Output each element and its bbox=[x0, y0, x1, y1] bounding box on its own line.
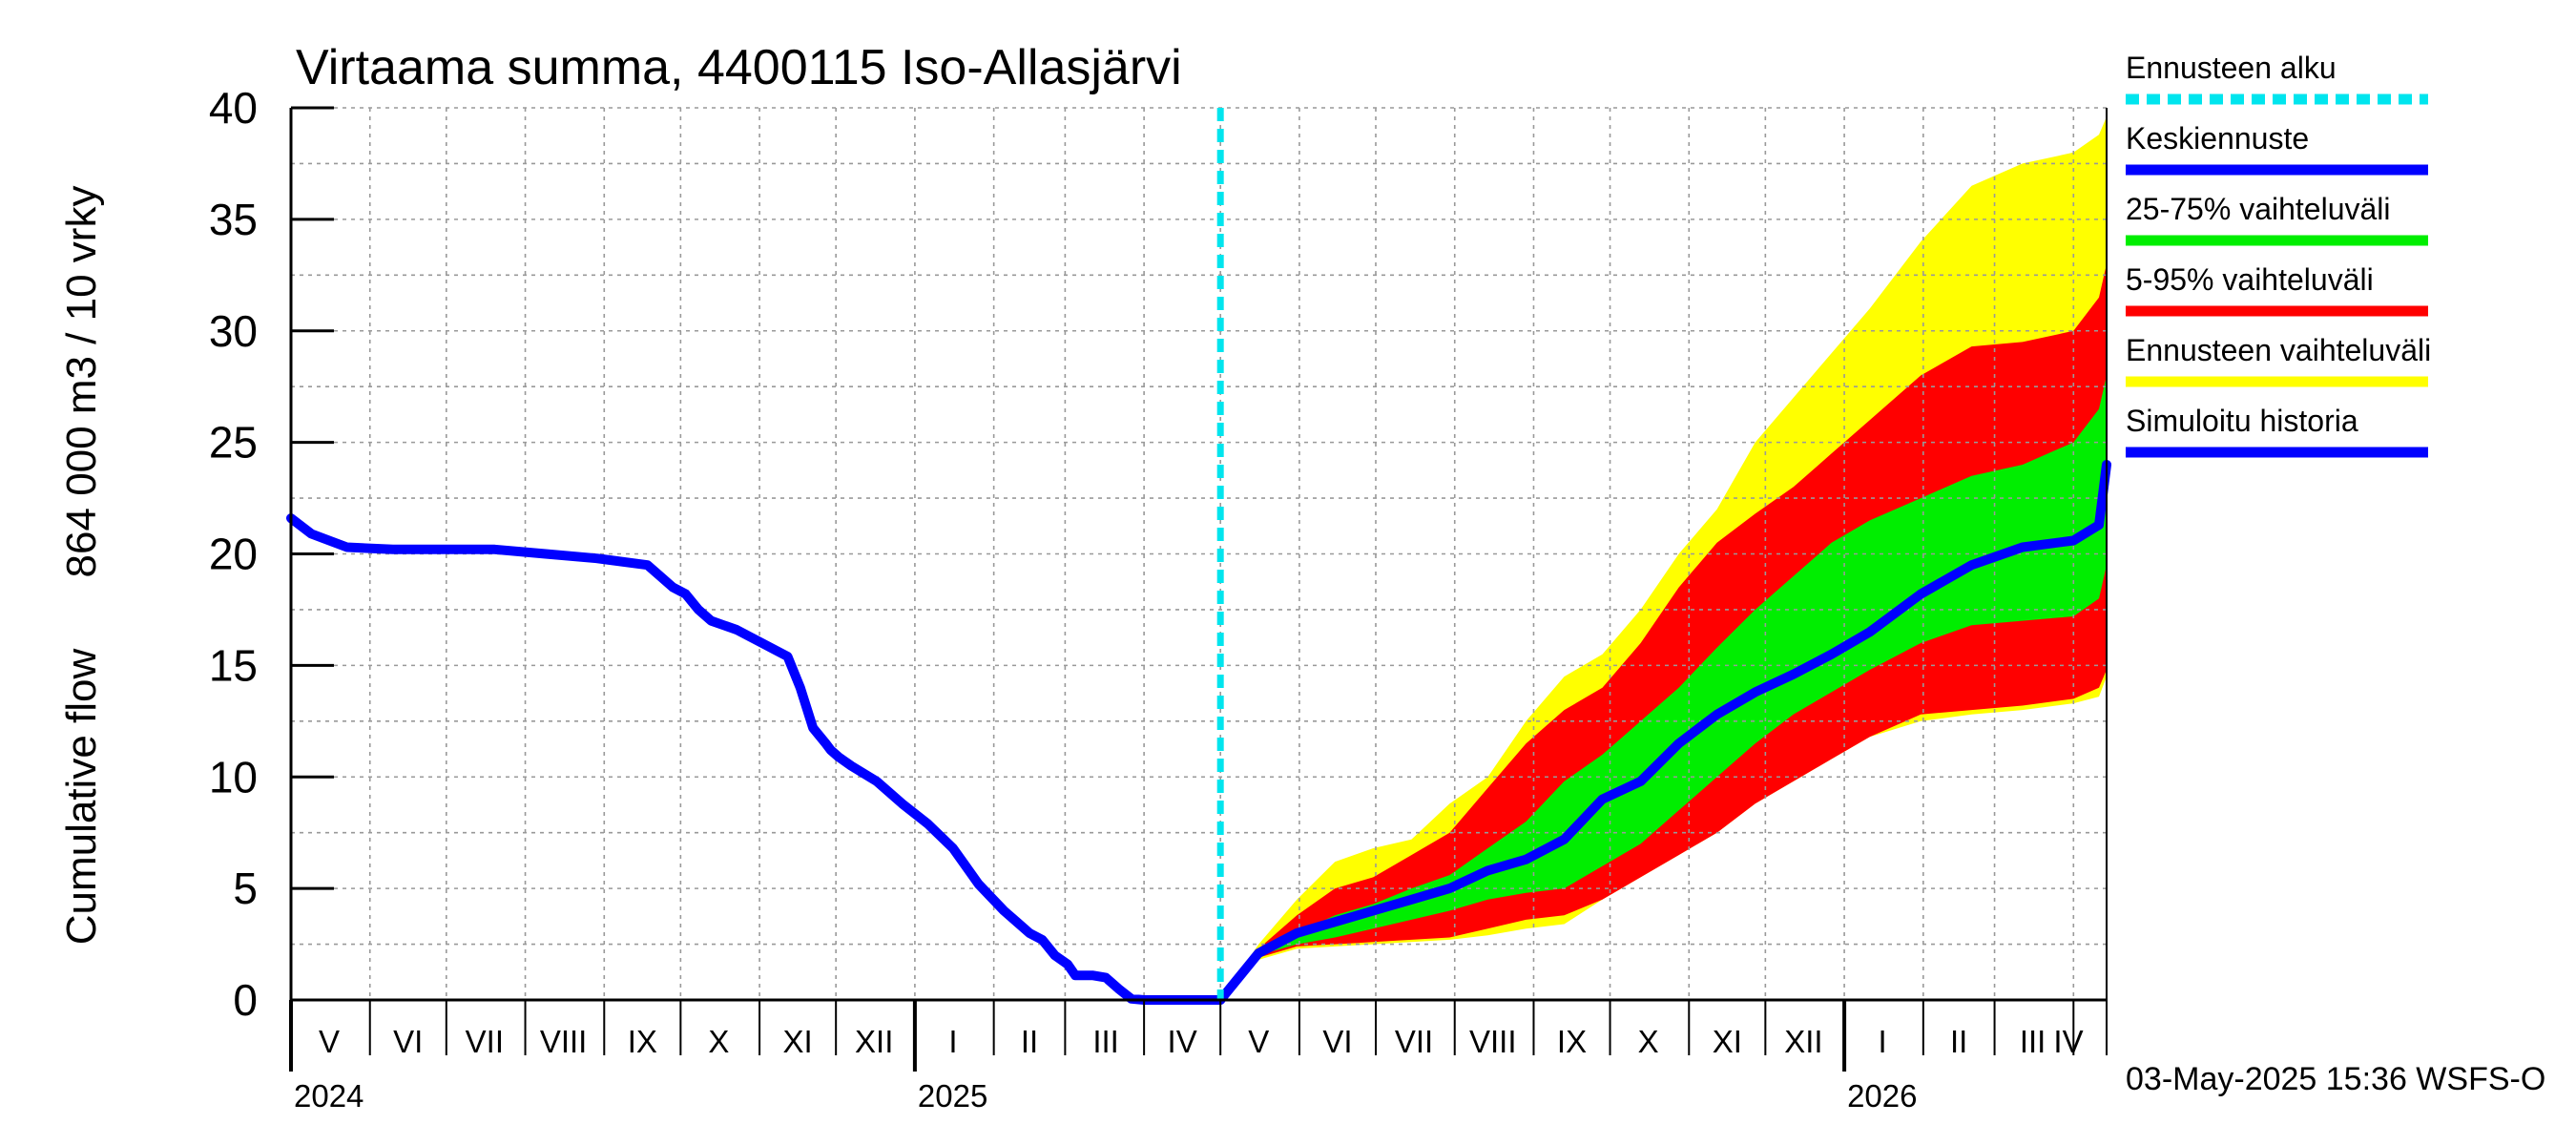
month-label: XII bbox=[855, 1024, 893, 1059]
y-tick-label: 25 bbox=[209, 418, 258, 468]
y-tick-label: 5 bbox=[233, 864, 258, 913]
legend-label: Keskiennuste bbox=[2126, 121, 2309, 156]
month-label: III bbox=[2020, 1024, 2046, 1059]
month-label: II bbox=[1021, 1024, 1038, 1059]
y-tick-label: 0 bbox=[233, 975, 258, 1025]
month-label: XI bbox=[783, 1024, 813, 1059]
y-tick-label: 30 bbox=[209, 306, 258, 356]
y-tick-label: 20 bbox=[209, 530, 258, 579]
forecast-bands bbox=[1220, 116, 2107, 1001]
axes bbox=[289, 106, 2108, 1072]
year-label: 2025 bbox=[918, 1078, 987, 1114]
month-label: XI bbox=[1713, 1024, 1742, 1059]
history-line bbox=[286, 513, 1226, 1005]
month-label: V bbox=[319, 1024, 340, 1059]
legend-label: 5-95% vaihteluväli bbox=[2126, 262, 2374, 297]
y-tick-label: 10 bbox=[209, 752, 258, 802]
y-axis-label-line1: Cumulative flow bbox=[58, 649, 105, 946]
month-label: VIII bbox=[1469, 1024, 1517, 1059]
month-label: X bbox=[1638, 1024, 1659, 1059]
y-tick-label: 35 bbox=[209, 195, 258, 244]
month-label: I bbox=[1879, 1024, 1887, 1059]
y-axis-label-line2: 864 000 m3 / 10 vrky bbox=[58, 186, 105, 578]
legend-label: Ennusteen vaihteluväli bbox=[2126, 333, 2431, 367]
month-label: IX bbox=[628, 1024, 657, 1059]
month-label: X bbox=[708, 1024, 729, 1059]
legend-label: Ennusteen alku bbox=[2126, 51, 2337, 85]
band-full-range bbox=[1220, 116, 2107, 1000]
legend-label: Simuloitu historia bbox=[2126, 404, 2358, 438]
band-5-95 bbox=[1220, 263, 2107, 1001]
legend-label: 25-75% vaihteluväli bbox=[2126, 192, 2391, 226]
month-label: VI bbox=[393, 1024, 423, 1059]
month-label: VII bbox=[466, 1024, 504, 1059]
y-tick-label: 15 bbox=[209, 640, 258, 690]
chart-title: Virtaama summa, 4400115 Iso-Allasjärvi bbox=[296, 40, 1182, 95]
month-label: VIII bbox=[540, 1024, 588, 1059]
year-label: 2026 bbox=[1847, 1078, 1917, 1114]
grid bbox=[291, 107, 2107, 1000]
month-label: I bbox=[948, 1024, 957, 1059]
footer-timestamp: 03-May-2025 15:36 WSFS-O bbox=[2126, 1061, 2545, 1097]
year-label: 2024 bbox=[294, 1078, 364, 1114]
y-tick-label: 40 bbox=[209, 83, 258, 133]
month-label: IV bbox=[2053, 1024, 2083, 1059]
month-label: III bbox=[1092, 1024, 1119, 1059]
month-label: IX bbox=[1557, 1024, 1587, 1059]
series-lines bbox=[286, 108, 2111, 1005]
month-label: VI bbox=[1322, 1024, 1352, 1059]
median-line bbox=[1215, 460, 2111, 1005]
month-label: XII bbox=[1784, 1024, 1822, 1059]
band-25-75 bbox=[1220, 375, 2107, 1000]
month-label: II bbox=[1950, 1024, 1967, 1059]
legend: Ennusteen alku Keskiennuste 25-75% vaihtel… bbox=[2126, 51, 2431, 458]
month-label: IV bbox=[1168, 1024, 1197, 1059]
month-label: V bbox=[1248, 1024, 1269, 1059]
month-label: VII bbox=[1395, 1024, 1433, 1059]
